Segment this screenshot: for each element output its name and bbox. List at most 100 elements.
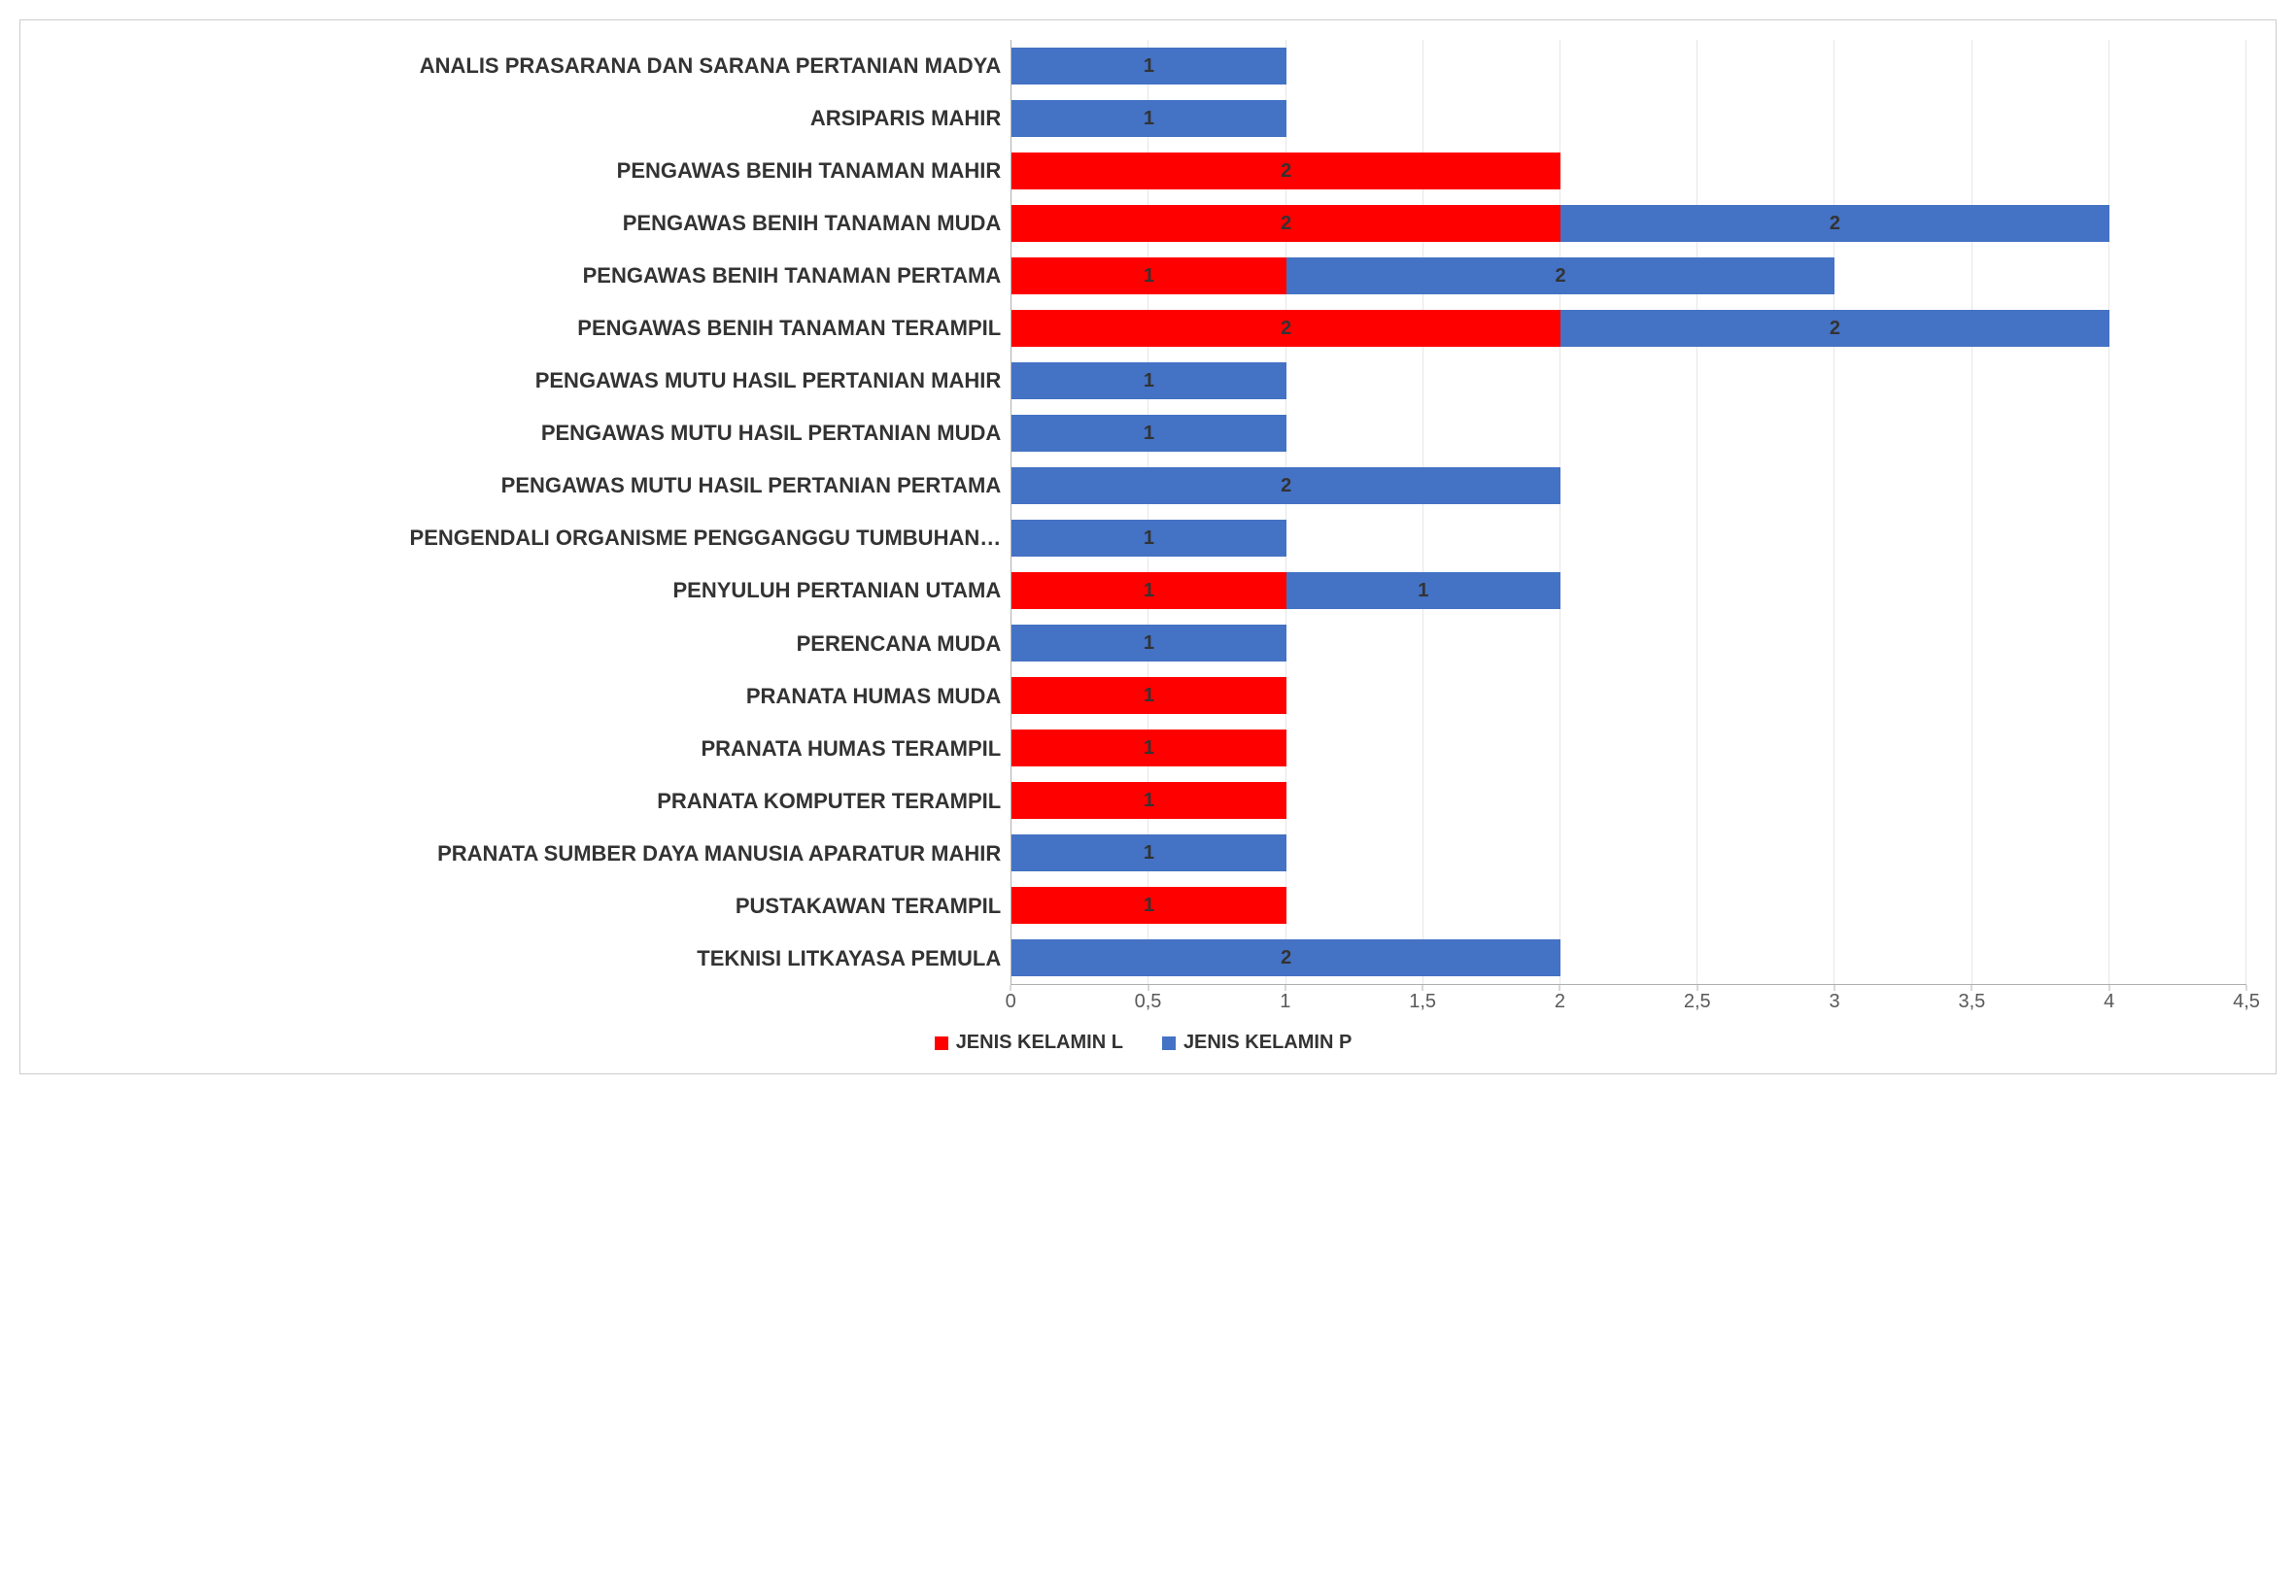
bar-datalabel: 1 bbox=[1144, 108, 1154, 130]
bar-segment-P: 1 bbox=[1011, 625, 1285, 662]
bar-datalabel: 1 bbox=[1144, 632, 1154, 655]
x-axis: 00,511,522,533,544,5 bbox=[1011, 985, 2246, 1014]
bar-datalabel: 2 bbox=[1281, 318, 1291, 340]
bar-segment-P: 2 bbox=[1286, 257, 1835, 294]
bar-row: 11 bbox=[1011, 564, 2246, 617]
x-tick-label: 4,5 bbox=[2233, 991, 2260, 1013]
category-label: PENGAWAS BENIH TANAMAN MAHIR bbox=[40, 145, 1001, 197]
bar-datalabel: 2 bbox=[1281, 475, 1291, 497]
category-label: PENGAWAS BENIH TANAMAN PERTAMA bbox=[40, 250, 1001, 302]
category-label: PENGAWAS MUTU HASIL PERTANIAN MUDA bbox=[40, 407, 1001, 459]
bar-segment-P: 2 bbox=[1560, 205, 2109, 242]
category-label: PRANATA KOMPUTER TERAMPIL bbox=[40, 775, 1001, 828]
bar-segment-P: 1 bbox=[1011, 100, 1285, 137]
x-tick-label: 4 bbox=[2104, 991, 2114, 1013]
x-tick-label: 1 bbox=[1280, 991, 1290, 1013]
bar-segment-L: 1 bbox=[1011, 887, 1285, 924]
bar-segment-P: 2 bbox=[1560, 310, 2109, 347]
bar-row: 1 bbox=[1011, 827, 2246, 879]
bar-datalabel: 1 bbox=[1144, 895, 1154, 917]
bar-segment-P: 1 bbox=[1286, 572, 1560, 609]
bar-row: 2 bbox=[1011, 932, 2246, 984]
bar-segment-L: 1 bbox=[1011, 572, 1285, 609]
category-label: PENGAWAS BENIH TANAMAN MUDA bbox=[40, 197, 1001, 250]
bar-row: 2 bbox=[1011, 459, 2246, 512]
category-label: PERENCANA MUDA bbox=[40, 618, 1001, 670]
x-tick-label: 3 bbox=[1830, 991, 1840, 1013]
bar-datalabel: 1 bbox=[1418, 580, 1428, 602]
bar-row: 22 bbox=[1011, 302, 2246, 355]
legend-item: JENIS KELAMIN P bbox=[1162, 1032, 1352, 1054]
bar-row: 1 bbox=[1011, 774, 2246, 827]
bar-segment-L: 2 bbox=[1011, 310, 1560, 347]
bars-area: 1122212221121111111112 bbox=[1011, 40, 2246, 985]
category-label: PENGAWAS BENIH TANAMAN TERAMPIL bbox=[40, 302, 1001, 355]
bar-row: 1 bbox=[1011, 669, 2246, 722]
bar-datalabel: 1 bbox=[1144, 790, 1154, 812]
bar-row: 1 bbox=[1011, 355, 2246, 407]
bar-row: 22 bbox=[1011, 197, 2246, 250]
bar-row: 12 bbox=[1011, 250, 2246, 302]
bar-datalabel: 2 bbox=[1281, 947, 1291, 969]
category-label: PENGAWAS MUTU HASIL PERTANIAN PERTAMA bbox=[40, 459, 1001, 512]
category-label: ARSIPARIS MAHIR bbox=[40, 92, 1001, 145]
bar-row: 1 bbox=[1011, 722, 2246, 774]
legend-item: JENIS KELAMIN L bbox=[935, 1032, 1123, 1054]
legend-swatch bbox=[935, 1036, 948, 1050]
category-label: PRANATA HUMAS TERAMPIL bbox=[40, 723, 1001, 775]
legend-label: JENIS KELAMIN P bbox=[1183, 1032, 1352, 1054]
bar-row: 1 bbox=[1011, 40, 2246, 92]
bar-datalabel: 2 bbox=[1830, 213, 1840, 235]
bar-segment-L: 2 bbox=[1011, 205, 1560, 242]
bar-segment-P: 2 bbox=[1011, 939, 1560, 976]
bar-datalabel: 1 bbox=[1144, 580, 1154, 602]
x-tick-label: 2 bbox=[1555, 991, 1565, 1013]
category-label: ANALIS PRASARANA DAN SARANA PERTANIAN MA… bbox=[40, 40, 1001, 92]
bar-row: 1 bbox=[1011, 407, 2246, 459]
legend-swatch bbox=[1162, 1036, 1176, 1050]
category-label: PENGAWAS MUTU HASIL PERTANIAN MAHIR bbox=[40, 355, 1001, 407]
bar-row: 1 bbox=[1011, 512, 2246, 564]
bar-datalabel: 1 bbox=[1144, 842, 1154, 865]
bar-segment-P: 1 bbox=[1011, 48, 1285, 85]
bar-row: 1 bbox=[1011, 879, 2246, 932]
bar-row: 1 bbox=[1011, 92, 2246, 145]
bar-segment-P: 1 bbox=[1011, 362, 1285, 399]
bar-datalabel: 1 bbox=[1144, 527, 1154, 550]
bar-segment-P: 1 bbox=[1011, 415, 1285, 452]
bar-datalabel: 1 bbox=[1144, 370, 1154, 392]
bar-segment-P: 1 bbox=[1011, 520, 1285, 557]
category-label: PRANATA HUMAS MUDA bbox=[40, 670, 1001, 723]
legend: JENIS KELAMIN L JENIS KELAMIN P bbox=[40, 1032, 2246, 1054]
bar-row: 1 bbox=[1011, 617, 2246, 669]
bar-datalabel: 1 bbox=[1144, 55, 1154, 78]
bar-segment-L: 2 bbox=[1011, 153, 1560, 189]
x-tick-label: 3,5 bbox=[1958, 991, 1985, 1013]
bar-datalabel: 2 bbox=[1830, 318, 1840, 340]
bar-datalabel: 2 bbox=[1555, 265, 1565, 288]
bar-datalabel: 2 bbox=[1281, 213, 1291, 235]
category-label: PRANATA SUMBER DAYA MANUSIA APARATUR MAH… bbox=[40, 828, 1001, 880]
legend-label: JENIS KELAMIN L bbox=[956, 1032, 1123, 1054]
bar-segment-L: 1 bbox=[1011, 257, 1285, 294]
plot-area: ANALIS PRASARANA DAN SARANA PERTANIAN MA… bbox=[40, 40, 2246, 985]
category-label: TEKNISI LITKAYASA PEMULA bbox=[40, 933, 1001, 985]
x-tick-label: 2,5 bbox=[1684, 991, 1711, 1013]
bar-datalabel: 1 bbox=[1144, 737, 1154, 760]
x-tick-label: 0,5 bbox=[1135, 991, 1162, 1013]
bar-segment-L: 1 bbox=[1011, 730, 1285, 766]
bar-datalabel: 1 bbox=[1144, 265, 1154, 288]
bar-segment-P: 1 bbox=[1011, 834, 1285, 871]
y-axis-labels: ANALIS PRASARANA DAN SARANA PERTANIAN MA… bbox=[40, 40, 1011, 985]
bar-datalabel: 1 bbox=[1144, 423, 1154, 445]
category-label: PENYULUH PERTANIAN UTAMA bbox=[40, 564, 1001, 617]
bar-datalabel: 2 bbox=[1281, 160, 1291, 183]
x-tick-label: 1,5 bbox=[1409, 991, 1436, 1013]
x-tick-label: 0 bbox=[1006, 991, 1016, 1013]
bars-rows: 1122212221121111111112 bbox=[1011, 40, 2246, 984]
bar-segment-P: 2 bbox=[1011, 467, 1560, 504]
bar-row: 2 bbox=[1011, 145, 2246, 197]
bar-datalabel: 1 bbox=[1144, 685, 1154, 707]
category-label: PUSTAKAWAN TERAMPIL bbox=[40, 880, 1001, 933]
category-label: PENGENDALI ORGANISME PENGGANGGU TUMBUHAN… bbox=[40, 512, 1001, 564]
